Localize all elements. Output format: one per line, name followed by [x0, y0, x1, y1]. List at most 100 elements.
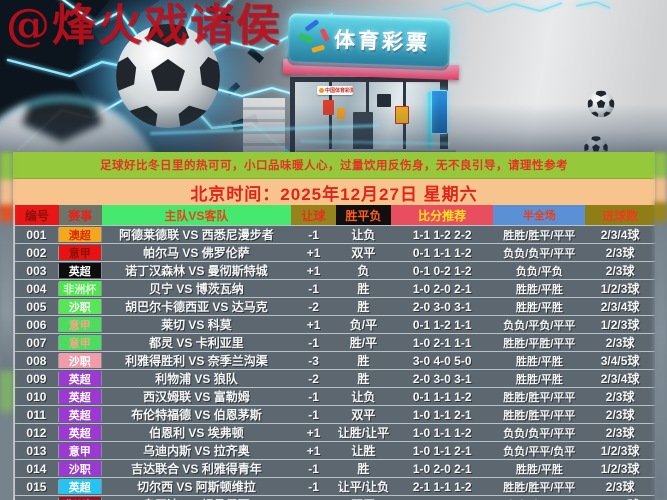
league-badge: 沙职 [58, 461, 101, 476]
cell-handicap: +1 [306, 425, 321, 440]
cell-teams: 贝宁 VS 博茨瓦纳 [149, 282, 244, 296]
cell-teams: 诺丁汉森林 VS 曼彻斯特城 [125, 264, 268, 278]
column-header-teams: 主队VS客队 [101, 205, 292, 225]
league-badge: 英超 [58, 263, 101, 278]
cell-goals: 2/3球 [605, 390, 635, 404]
league-badge: 英超 [58, 389, 101, 404]
cell-half_full: 胜胜/胜平/平平 [494, 497, 586, 500]
table-row: 013 意甲 乌迪内斯 VS 拉齐奥 +1 让胜 1-0 1-1 2-1 负负/平平/负平 1… [15, 441, 655, 459]
cell-half_full: 胜胜/胜平/平平 [503, 229, 576, 242]
table-row: 007 意甲 都灵 VS 卡利亚里 -1 胜/平 1-0 2-1 1-1 胜胜/平胜/平平 2… [15, 333, 655, 351]
cell-teams: 利雅得胜利 VS 奈季兰沟渠 [125, 354, 268, 368]
cell-goals: 1/2/3球 [585, 496, 655, 500]
cell-half_full: 胜胜/胜平/平平 [503, 409, 576, 422]
table-row: 012 英超 伯恩利 VS 埃弗顿 +1 让胜/让平 1-0 1-1 1-2 负负/负平/平… [15, 423, 655, 441]
cell-score: 0-1 0-2 1-2 [412, 263, 472, 278]
league-badge: 英超 [58, 371, 101, 386]
cell-league: 英超 [58, 263, 102, 278]
cell-teams: 利物浦 VS 狼队 [155, 372, 238, 386]
cell-wdl: 让负 [351, 390, 376, 404]
cell-id: 013 [15, 443, 59, 458]
cell-handicap: -2 [308, 299, 319, 314]
cell-id: 002 [15, 245, 59, 260]
cell-half_full: 胜胜/平胜 [515, 301, 563, 314]
cell-half_full: 负负/平平/负平 [503, 445, 576, 458]
league-badge: 英超 [58, 425, 101, 440]
cell-league: 意甲 [58, 335, 102, 350]
cell-id: 010 [15, 389, 59, 404]
cell-score: 2-0 3-0 3-1 [412, 371, 472, 386]
cell-goals: 2/3/4球 [600, 372, 640, 386]
cell-handicap: -1 [308, 335, 319, 350]
table-row: 014 沙职 吉达联合 VS 利雅得青年 -1 胜 1-0 2-0 2-1 胜胜/平胜 1/2… [15, 459, 655, 477]
cell-handicap: -1 [308, 389, 319, 404]
cell-teams: 都灵 VS 卡利亚里 [149, 336, 244, 350]
table-row: 010 英超 西汉姆联 VS 富勒姆 -1 让负 0-1 1-1 1-2 胜胜/胜平/平平 2… [15, 387, 655, 405]
cell-wdl: 让胜 [351, 444, 376, 458]
column-header-handicap: 让球 [291, 205, 336, 225]
table-body: 001 澳超 阿德莱德联 VS 西悉尼漫步者 -1 让负 1-1 1-2 2-2 胜胜/胜平… [15, 225, 655, 500]
cell-league: 非洲杯 [58, 281, 102, 296]
cell-goals: 1/2/3球 [600, 318, 640, 332]
table-row: 001 澳超 阿德莱德联 VS 西悉尼漫步者 -1 让负 1-1 1-2 2-2 胜胜/胜平… [15, 225, 655, 243]
cell-wdl: 双平 [336, 496, 391, 500]
cell-id: 007 [15, 335, 59, 350]
table-row: 006 意甲 莱切 VS 科莫 +1 负/平 0-1 1-2 1-1 负负/平负/平平 1/2… [15, 315, 655, 333]
cell-handicap: +1 [306, 317, 321, 332]
league-badge: 英超 [58, 407, 101, 422]
cell-handicap: -1 [308, 281, 319, 296]
cell-league: 沙职 [58, 299, 102, 314]
cell-handicap: -2 [308, 371, 319, 386]
cell-goals: 2/3球 [605, 426, 635, 440]
cell-half_full: 胜胜/胜平/平平 [503, 391, 576, 404]
cell-handicap: -3 [308, 353, 319, 368]
notice-banner: 足球好比冬日里的热可可，小口品味暖人心，过量饮用反伤身，无不良引导，请理性参考 [13, 152, 655, 179]
cell-wdl: 负/平 [349, 318, 378, 332]
cell-wdl: 胜 [357, 354, 370, 368]
cell-teams: 伯恩利 VS 埃弗顿 [149, 426, 244, 440]
cell-teams: 吉达联合 VS 利雅得青年 [131, 462, 262, 476]
cell-half_full: 胜胜/平胜 [515, 283, 563, 296]
cell-id: 011 [15, 407, 59, 422]
cell-id: 006 [15, 317, 59, 332]
cell-league: 沙职 [58, 353, 102, 368]
table-row: 002 意甲 帕尔马 VS 佛罗伦萨 +1 双平 0-1 1-1 1-2 负负/负平/平平 2… [15, 243, 655, 261]
cell-score: 1-0 1-1 1-2 [412, 425, 472, 440]
cell-score: 2-1 1-1 1-2 [412, 479, 472, 494]
column-header-score: 比分推荐 [390, 205, 494, 225]
hero-image: 中国体育彩票 体育彩票 [0, 0, 667, 152]
right-edge-blur [654, 152, 667, 500]
cell-handicap: -1 [308, 479, 319, 494]
cell-id: 008 [15, 353, 59, 368]
cell-teams: 乌干达 VS 坦桑尼亚 [102, 496, 291, 500]
matches-table: 编号 赛事 主队VS客队 让球 胜平负 比分推荐 半全场 进球数 001 澳超 阿德莱德联 VS … [13, 205, 655, 500]
china-sports-lottery-mini-sign: 中国体育彩票 [317, 86, 353, 95]
league-badge: 意甲 [58, 245, 101, 260]
cell-teams: 阿德莱德联 VS 西悉尼漫步者 [119, 228, 274, 242]
cell-wdl: 双平 [351, 246, 376, 260]
cell-half_full: 胜胜/平胜 [515, 463, 563, 476]
cell-goals: 1/2/3球 [600, 444, 640, 458]
cell-goals: 2/3球 [605, 336, 635, 350]
cell-league: 英超 [58, 407, 102, 422]
cell-wdl: 负 [357, 264, 370, 278]
cell-teams: 胡巴尔卡德西亚 VS 达马克 [125, 300, 268, 314]
cell-goals: 2/3/4球 [600, 228, 640, 242]
league-badge: 沙职 [58, 353, 101, 368]
column-header-league: 赛事 [58, 205, 102, 225]
cell-goals: 2/3球 [605, 480, 635, 494]
watermark-text: @烽火戏诸侯 [6, 0, 282, 51]
cell-handicap: +1 [306, 443, 321, 458]
cell-wdl: 让平/让负 [337, 480, 390, 494]
cell-wdl: 胜/平 [349, 336, 378, 350]
cell-teams: 乌迪内斯 VS 拉齐奥 [143, 444, 250, 458]
column-header-half_full: 半全场 [493, 205, 586, 225]
cell-score: 0-1 1-2 1-1 [412, 317, 472, 332]
cell-id: 004 [15, 281, 59, 296]
cell-half_full: 负负/负平/平平 [503, 247, 576, 260]
cell-handicap: +1 [306, 263, 321, 278]
cell-handicap: +1 [306, 245, 321, 260]
left-edge-blur [0, 152, 13, 500]
league-badge: 非洲杯 [58, 281, 101, 296]
